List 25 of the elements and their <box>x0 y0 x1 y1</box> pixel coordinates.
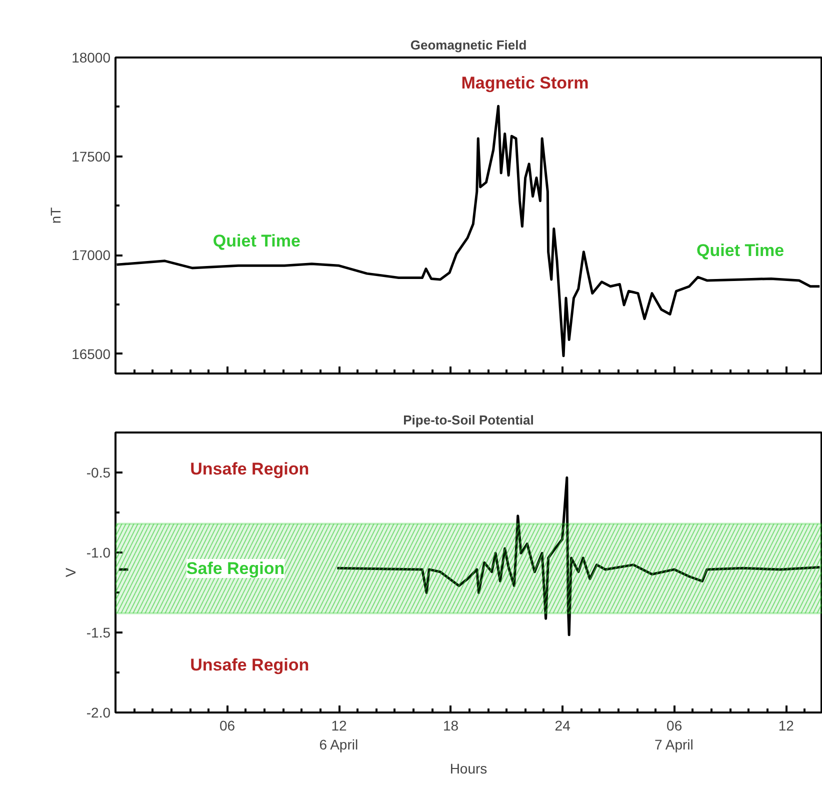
y-axis-title: nT <box>48 206 64 224</box>
y-tick-label: 18000 <box>72 50 111 66</box>
annotation: Quiet Time <box>212 231 300 250</box>
x-tick-label: 24 <box>554 718 571 734</box>
y-tick-label: -2.0 <box>86 704 111 720</box>
y-axis-title: V <box>62 567 78 578</box>
x-tick-label: 12 6 April <box>319 718 358 753</box>
x-tick-label: 06 7 April <box>654 718 694 753</box>
chart-title: Pipe-to-Soil Potential <box>403 412 534 428</box>
y-tick-label: -1.5 <box>86 624 111 640</box>
x-tick-label: 06 <box>219 718 236 734</box>
annotation: Unsafe Region <box>190 459 310 478</box>
x-axis-title: Hours <box>450 760 488 777</box>
annotation: Magnetic Storm <box>461 73 589 92</box>
y-tick-label: 16500 <box>72 346 111 362</box>
chart-title: Geomagnetic Field <box>410 38 527 52</box>
x-tick-label: 12 <box>778 718 794 734</box>
x-tick-label: 18 <box>443 718 459 734</box>
y-tick-label: -1.0 <box>86 544 111 560</box>
y-tick-label: 17000 <box>72 247 111 263</box>
y-tick-label: 17500 <box>72 148 111 164</box>
y-tick-label: -0.5 <box>86 464 111 480</box>
annotation: Unsafe Region <box>190 655 310 674</box>
annotation: Quiet Time <box>696 240 784 260</box>
band-label: Safe Region <box>186 559 285 578</box>
